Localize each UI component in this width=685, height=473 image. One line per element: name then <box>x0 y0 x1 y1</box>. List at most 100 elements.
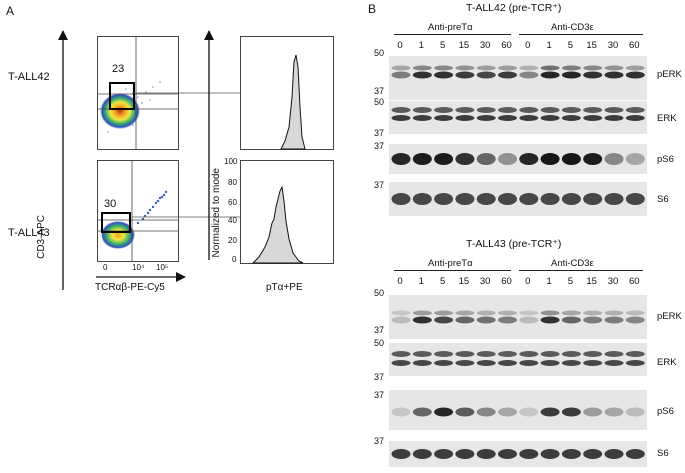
blot-band <box>625 351 645 357</box>
blot-band <box>540 153 560 165</box>
blot-band <box>519 71 539 79</box>
blot-band <box>540 360 560 366</box>
blot-band <box>455 107 475 113</box>
blot-band <box>476 310 496 316</box>
blot1-lane-label: 60 <box>629 40 640 51</box>
blot2-group-cd3: Anti-CD3ε <box>551 258 594 269</box>
blot1-lane-label: 15 <box>586 40 597 51</box>
blot-band <box>476 449 496 459</box>
blot2-erk-mw-37: 37 <box>373 372 384 382</box>
blot-band <box>412 351 432 357</box>
blot-band <box>604 71 624 79</box>
blot-band <box>434 351 454 357</box>
blot-band <box>583 351 603 357</box>
blot-band <box>455 360 475 366</box>
blot1-lane-label: 0 <box>397 40 403 51</box>
blot-band <box>476 193 496 205</box>
blot-band <box>519 316 539 324</box>
blot-band <box>540 449 560 459</box>
blot-band <box>583 71 603 79</box>
blot-band <box>604 115 624 121</box>
blot-band <box>519 310 539 316</box>
blot-band <box>391 153 411 165</box>
blot-band <box>583 153 603 165</box>
blot-band <box>540 71 560 79</box>
blot-band <box>625 115 645 121</box>
blot1-ps6-mw-37: 37 <box>373 141 384 151</box>
blot1-perk-band <box>389 56 647 100</box>
blot-band <box>540 107 560 113</box>
blot-band <box>583 115 603 121</box>
blot-band <box>540 351 560 357</box>
blot2-title: T-ALL43 (pre-TCR⁺) <box>466 238 562 250</box>
blot-band <box>540 310 560 316</box>
blot-band <box>540 193 560 205</box>
panel-a-letter: A <box>6 4 15 18</box>
blot2-lane-label: 1 <box>546 276 552 287</box>
blot-band <box>412 71 432 79</box>
blot-band <box>455 65 475 71</box>
blot-band <box>498 193 517 205</box>
hist-y-tick-80: 80 <box>228 178 237 187</box>
blot-band <box>561 65 581 71</box>
blot1-lane-label: 60 <box>501 40 512 51</box>
blot-band <box>625 65 645 71</box>
dot-plot-tall43 <box>97 160 179 262</box>
blot1-label-s6: S6 <box>657 194 669 205</box>
sample-label-tall43: T-ALL43 <box>8 227 50 239</box>
blot-band <box>455 193 475 205</box>
blot-band <box>625 360 645 366</box>
x-axis-arrow-tcr <box>96 272 186 282</box>
blot-band <box>561 360 581 366</box>
blot-band <box>604 193 624 205</box>
blot-band <box>498 65 517 71</box>
blot2-lane-label: 60 <box>629 276 640 287</box>
blot-band <box>434 407 454 417</box>
blot-band <box>391 351 411 357</box>
blot-band <box>561 107 581 113</box>
blot-band <box>476 316 496 324</box>
blot-band <box>604 107 624 113</box>
hist-x-axis-label: pTα+PE <box>266 282 303 293</box>
blot2-label-erk: ERK <box>657 357 677 368</box>
blot-band <box>561 71 581 79</box>
blot1-s6-mw-37: 37 <box>373 180 384 190</box>
blot-band <box>498 449 517 459</box>
blot2-label-s6: S6 <box>657 448 669 459</box>
hist-y-tick-0: 0 <box>232 255 237 264</box>
blot-band <box>604 407 624 417</box>
blot-band <box>498 316 517 324</box>
blot-band <box>391 449 411 459</box>
blot-band <box>561 193 581 205</box>
blot-band <box>519 407 539 417</box>
blot-band <box>476 107 496 113</box>
blot1-perk-mw-37: 37 <box>373 86 384 96</box>
blot-band <box>625 407 645 417</box>
blot-band <box>604 316 624 324</box>
blot-band <box>434 107 454 113</box>
blot-band <box>412 310 432 316</box>
blot-band <box>498 351 517 357</box>
blot-band <box>391 71 411 79</box>
blot2-lane-label: 15 <box>458 276 470 287</box>
blot-band <box>412 449 432 459</box>
blot-band <box>583 193 603 205</box>
blot2-group-bracket-1 <box>394 270 511 271</box>
blot-band <box>604 310 624 316</box>
blot1-perk-mw-50: 50 <box>373 48 384 58</box>
blot-band <box>455 71 475 79</box>
blot-band <box>519 115 539 121</box>
blot2-lane-label: 5 <box>439 276 446 287</box>
dot-x-tick-2: 10⁵ <box>156 263 169 272</box>
hist-y-tick-60: 60 <box>228 198 237 207</box>
y-axis-arrow-cd3 <box>58 30 68 290</box>
blot-band <box>604 65 624 71</box>
blot-band <box>625 449 645 459</box>
blot-band <box>391 65 411 71</box>
gate-percent-tall43: 30 <box>104 198 117 210</box>
blot-band <box>519 107 539 113</box>
blot1-lane-label: 5 <box>567 40 574 51</box>
blot-band <box>434 65 454 71</box>
blot1-lane-label: 5 <box>439 40 446 51</box>
blot-band <box>412 65 432 71</box>
